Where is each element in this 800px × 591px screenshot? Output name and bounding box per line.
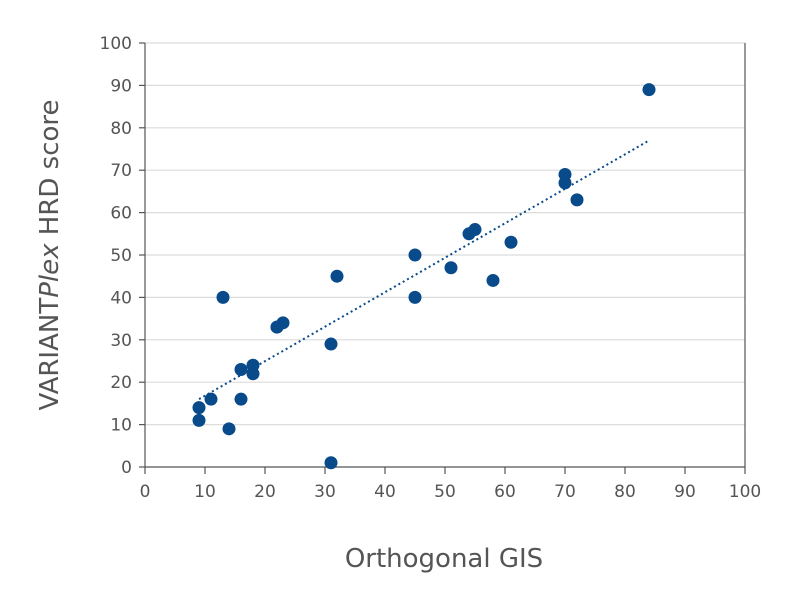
data-point [222, 422, 236, 436]
y-tick-label: 20 [110, 373, 132, 393]
x-tick-label: 0 [140, 482, 151, 502]
x-tick-label: 80 [614, 482, 636, 502]
data-point [204, 392, 218, 406]
x-tick-label: 10 [194, 482, 216, 502]
y-tick-label: 60 [110, 204, 132, 224]
data-point [324, 456, 338, 470]
data-point [558, 176, 572, 190]
data-point [234, 392, 248, 406]
x-tick-label: 100 [729, 482, 761, 502]
y-axis-title-part-2: Plex [35, 243, 65, 298]
data-point [324, 337, 338, 351]
y-tick-label: 10 [110, 416, 132, 436]
data-point [468, 223, 482, 237]
data-point [486, 273, 500, 287]
data-point [408, 248, 422, 262]
data-point [570, 193, 584, 207]
data-point [192, 401, 206, 415]
x-tick-label: 90 [674, 482, 696, 502]
x-tick-label: 60 [494, 482, 516, 502]
data-point [504, 235, 518, 249]
data-point [444, 261, 458, 275]
data-point [276, 316, 290, 330]
y-tick-label: 80 [110, 119, 132, 139]
y-tick-label: 70 [110, 161, 132, 181]
x-tick-label: 70 [554, 482, 576, 502]
y-tick-label: 100 [100, 34, 132, 54]
tick-labels: 0 10 20 30 40 50 60 70 80 90 100 0 10 20 30 40 50 60 70 80 9… [100, 34, 762, 502]
grid-lines [145, 42, 745, 426]
y-axis-title: VARIANTPlex HRD score [35, 99, 65, 410]
y-axis-title-part-1: VARIANT [35, 298, 65, 411]
x-tick-label: 40 [374, 482, 396, 502]
data-point [246, 367, 260, 381]
data-point [192, 413, 206, 427]
y-tick-label: 0 [121, 458, 132, 478]
x-tick-label: 50 [434, 482, 456, 502]
x-tick-label: 30 [314, 482, 336, 502]
data-point [330, 269, 344, 283]
data-point [408, 290, 422, 304]
data-point [642, 83, 656, 97]
y-tick-label: 30 [110, 331, 132, 351]
data-points [192, 83, 656, 470]
x-tick-label: 20 [254, 482, 276, 502]
trendline [198, 139, 650, 401]
y-axis-title-part-3: HRD score [35, 99, 65, 243]
data-point [234, 362, 248, 376]
y-tick-label: 40 [110, 288, 132, 308]
y-tick-label: 90 [110, 76, 132, 96]
x-axis-title: Orthogonal GIS [345, 544, 543, 574]
trendline-group [198, 139, 650, 401]
data-point [216, 290, 230, 304]
y-tick-label: 50 [110, 246, 132, 266]
